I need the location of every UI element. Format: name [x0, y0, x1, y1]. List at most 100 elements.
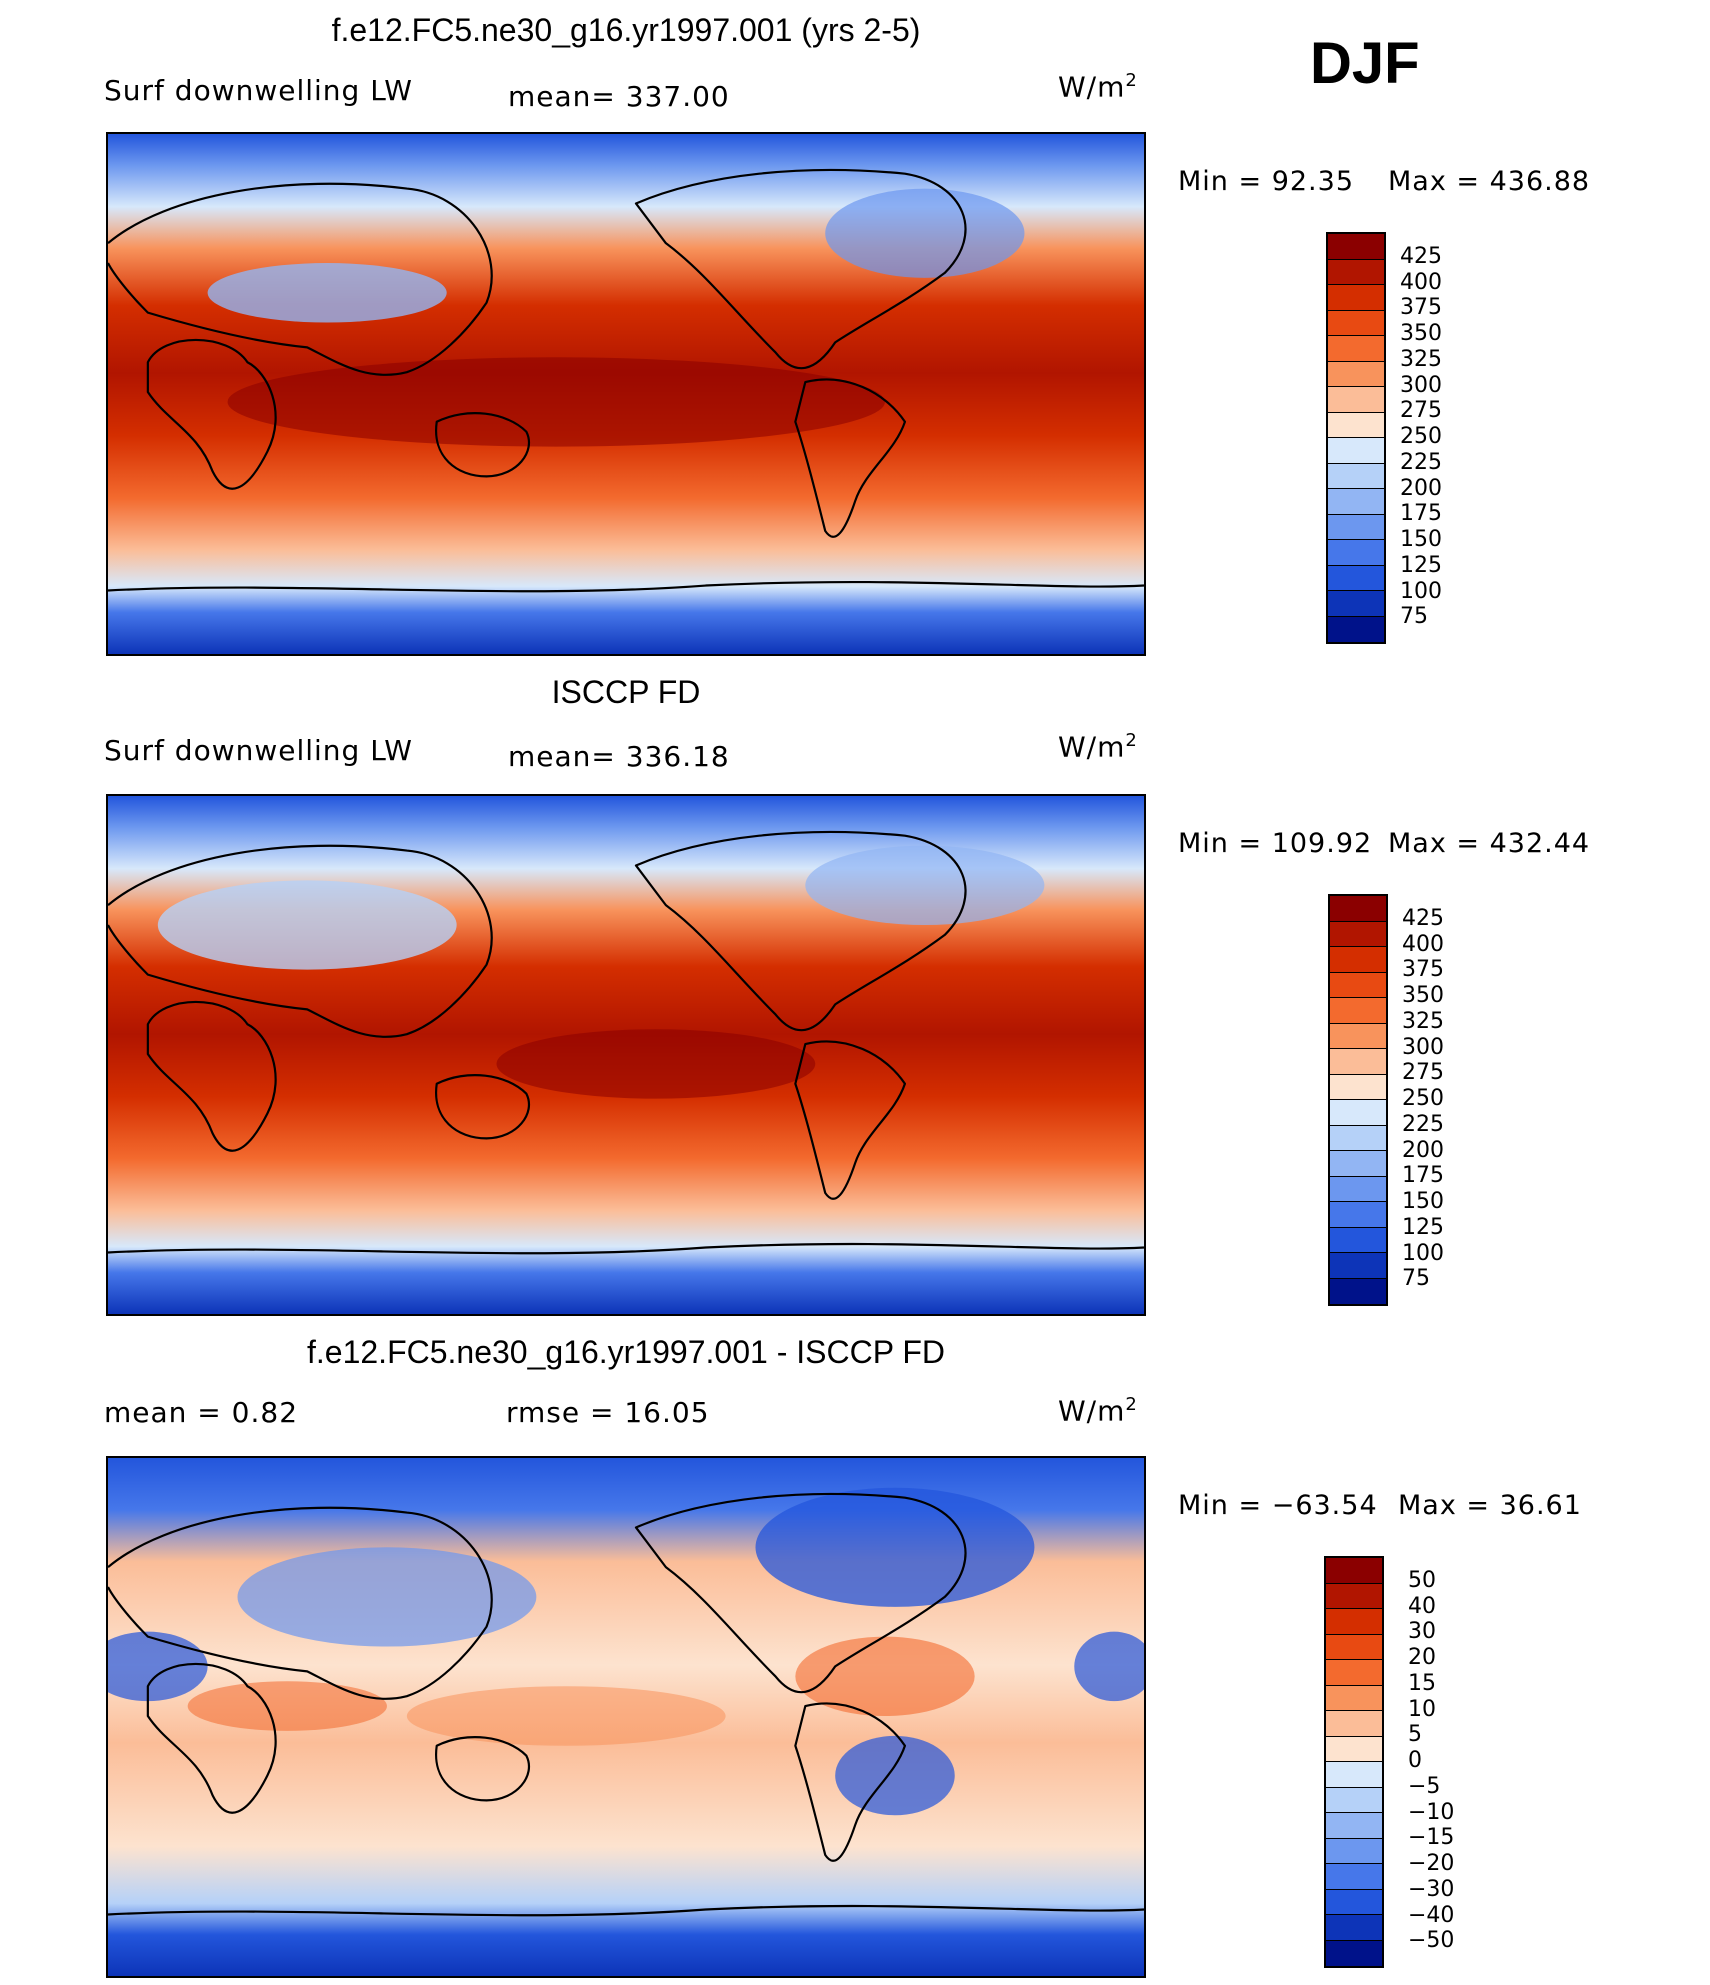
colorbar-bin — [1328, 463, 1384, 489]
panel-1-map — [106, 132, 1146, 656]
panel-2-variable-label: Surf downwelling LW — [104, 734, 413, 767]
colorbar-tick-label: 125 — [1400, 552, 1442, 578]
colorbar-bin — [1326, 1609, 1382, 1635]
colorbar-tick-label: 325 — [1402, 1008, 1444, 1034]
colorbar-bin — [1326, 1864, 1382, 1890]
colorbar-bin — [1330, 998, 1386, 1024]
colorbar-bin — [1330, 1125, 1386, 1151]
panel-1-title: f.e12.FC5.ne30_g16.yr1997.001 (yrs 2-5) — [331, 12, 921, 48]
colorbar-tick-label: 100 — [1400, 578, 1442, 604]
colorbar-tick-label: 10 — [1408, 1696, 1436, 1722]
panel-2-min: Min = 109.92 — [1178, 828, 1373, 859]
colorbar-bin — [1328, 591, 1384, 617]
colorbar-bin — [1326, 1660, 1382, 1686]
colorbar-bin — [1330, 1202, 1386, 1228]
colorbar-bin — [1326, 1558, 1382, 1584]
colorbar-bin — [1328, 285, 1384, 311]
colorbar-bin — [1330, 1176, 1386, 1202]
panel-3-map — [106, 1456, 1146, 1978]
colorbar-tick-label: 425 — [1402, 905, 1444, 931]
colorbar-bin — [1328, 310, 1384, 336]
colorbar-tick-label: 75 — [1402, 1266, 1430, 1292]
colorbar-bin — [1330, 1253, 1386, 1279]
colorbar-bin — [1330, 1023, 1386, 1049]
season-label: DJF — [1310, 31, 1420, 96]
colorbar-tick-label: 325 — [1400, 346, 1442, 372]
colorbar-bin — [1330, 1074, 1386, 1100]
colorbar-tick-label: 250 — [1402, 1086, 1444, 1111]
colorbar-bin — [1326, 1762, 1382, 1788]
colorbar-tick-label: −40 — [1408, 1902, 1455, 1928]
colorbar-tick-label: −5 — [1408, 1773, 1441, 1799]
colorbar-tick-label: 400 — [1402, 931, 1444, 957]
colorbar-tick-label: 30 — [1408, 1619, 1436, 1645]
colorbar-tick-label: 350 — [1400, 321, 1442, 346]
colorbar-bin — [1330, 921, 1386, 947]
colorbar-tick-label: 225 — [1400, 449, 1442, 475]
panel-1-min: Min = 92.35 — [1178, 166, 1354, 197]
colorbar-tick-label: 350 — [1402, 983, 1444, 1008]
panel-3-units: W/m2 — [1058, 1394, 1138, 1428]
colorbar-tick-label: 75 — [1400, 604, 1428, 630]
panel-3-mean-label: mean = 0.82 — [104, 1396, 299, 1429]
panel-2-mean-label: mean= 336.18 — [508, 740, 730, 773]
colorbar-bin — [1326, 1889, 1382, 1915]
colorbar-bin — [1326, 1787, 1382, 1813]
colorbar-tick-label: 400 — [1400, 269, 1442, 295]
colorbar-bin — [1330, 947, 1386, 973]
colorbar-bin — [1330, 972, 1386, 998]
colorbar-bin — [1328, 412, 1384, 438]
panel-1-max: Max = 436.88 — [1388, 166, 1591, 197]
colorbar-bin — [1326, 1838, 1382, 1864]
colorbar-bin — [1328, 234, 1384, 260]
panel-1-colorbar — [1326, 232, 1386, 644]
colorbar-tick-label: −30 — [1408, 1876, 1455, 1902]
colorbar-bin — [1330, 1151, 1386, 1177]
colorbar-tick-label: 200 — [1400, 475, 1442, 501]
colorbar-bin — [1328, 540, 1384, 566]
colorbar-tick-label: 425 — [1400, 243, 1442, 269]
colorbar-tick-label: 5 — [1408, 1722, 1422, 1748]
panel-2-colorbar — [1328, 894, 1388, 1306]
colorbar-bin — [1328, 438, 1384, 464]
colorbar-bin — [1328, 387, 1384, 413]
colorbar-tick-label: 100 — [1402, 1240, 1444, 1266]
colorbar-tick-label: 175 — [1400, 501, 1442, 527]
panel-3-title: f.e12.FC5.ne30_g16.yr1997.001 - ISCCP FD — [307, 1334, 945, 1370]
colorbar-bin — [1326, 1915, 1382, 1941]
colorbar-tick-label: 300 — [1400, 372, 1442, 398]
panel-3-min: Min = −63.54 — [1178, 1490, 1378, 1521]
colorbar-tick-label: −50 — [1408, 1928, 1455, 1954]
panel-1-map-graphic — [108, 134, 1144, 654]
panel-2-title: ISCCP FD — [551, 674, 701, 710]
panel-3-map-graphic — [108, 1458, 1144, 1976]
colorbar-bin — [1328, 336, 1384, 362]
colorbar-bin — [1328, 514, 1384, 540]
colorbar-tick-label: −10 — [1408, 1799, 1455, 1825]
colorbar-tick-label: 375 — [1402, 957, 1444, 983]
colorbar-bin — [1330, 1227, 1386, 1253]
colorbar-bin — [1330, 896, 1386, 922]
colorbar-tick-label: 200 — [1402, 1137, 1444, 1163]
colorbar-tick-label: 275 — [1400, 398, 1442, 424]
panel-2-max: Max = 432.44 — [1388, 828, 1591, 859]
colorbar-bin — [1326, 1711, 1382, 1737]
colorbar-bin — [1326, 1736, 1382, 1762]
colorbar-bin — [1328, 361, 1384, 387]
colorbar-bin — [1326, 1940, 1382, 1966]
colorbar-bin — [1328, 489, 1384, 515]
colorbar-bin — [1326, 1634, 1382, 1660]
colorbar-tick-label: 250 — [1400, 424, 1442, 449]
colorbar-bin — [1326, 1813, 1382, 1839]
panel-1-units: W/m2 — [1058, 70, 1138, 104]
colorbar-tick-label: 125 — [1402, 1214, 1444, 1240]
colorbar-tick-label: 0 — [1408, 1748, 1422, 1773]
colorbar-bin — [1330, 1278, 1386, 1304]
colorbar-bin — [1328, 565, 1384, 591]
colorbar-bin — [1328, 616, 1384, 642]
colorbar-bin — [1330, 1100, 1386, 1126]
panel-2-map-graphic — [108, 796, 1144, 1314]
colorbar-tick-label: 375 — [1400, 295, 1442, 321]
colorbar-tick-label: 20 — [1408, 1645, 1436, 1670]
colorbar-tick-label: −20 — [1408, 1851, 1455, 1876]
